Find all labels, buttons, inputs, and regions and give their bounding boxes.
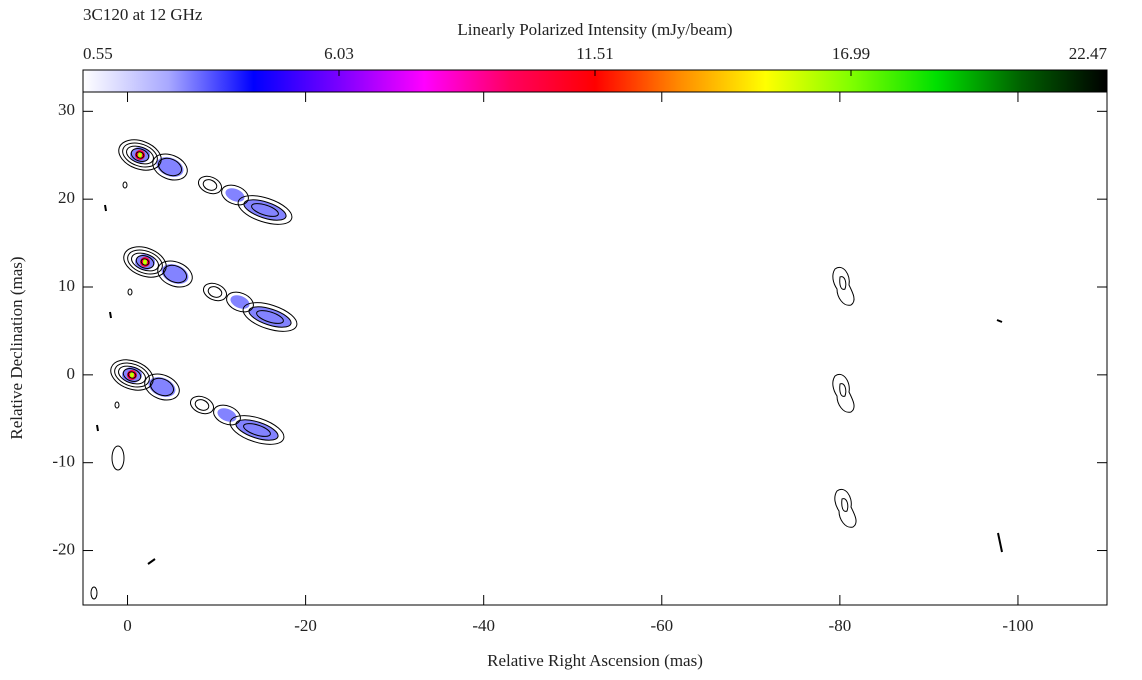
- y-axis-label: Relative Declination (mas): [7, 256, 26, 439]
- chart-title: 3C120 at 12 GHz: [83, 5, 203, 24]
- colorbar-label: Linearly Polarized Intensity (mJy/beam): [457, 20, 732, 39]
- y-tick-label: -10: [52, 452, 75, 471]
- colorbar-tick-label: 16.99: [832, 44, 870, 63]
- x-tick-label: -80: [829, 616, 852, 635]
- colorbar-tick-label: 22.47: [1069, 44, 1108, 63]
- colorbar-tick-label: 6.03: [324, 44, 354, 63]
- y-tick-label: 30: [58, 100, 75, 119]
- y-tick-label: 20: [58, 188, 75, 207]
- colorbar-tick-label: 0.55: [83, 44, 113, 63]
- y-tick-label: -20: [52, 539, 75, 558]
- contour-map: [90, 133, 1003, 600]
- colorbar-tick-label: 11.51: [576, 44, 614, 63]
- x-tick-label: -60: [650, 616, 673, 635]
- y-tick-label: 0: [67, 364, 76, 383]
- x-axis-label: Relative Right Ascension (mas): [487, 651, 703, 670]
- x-tick-label: -100: [1002, 616, 1033, 635]
- y-tick-label: 10: [58, 276, 75, 295]
- plot-frame: [82, 91, 1108, 606]
- x-tick-label: -40: [472, 616, 495, 635]
- x-tick-label: 0: [123, 616, 132, 635]
- x-tick-label: -20: [294, 616, 317, 635]
